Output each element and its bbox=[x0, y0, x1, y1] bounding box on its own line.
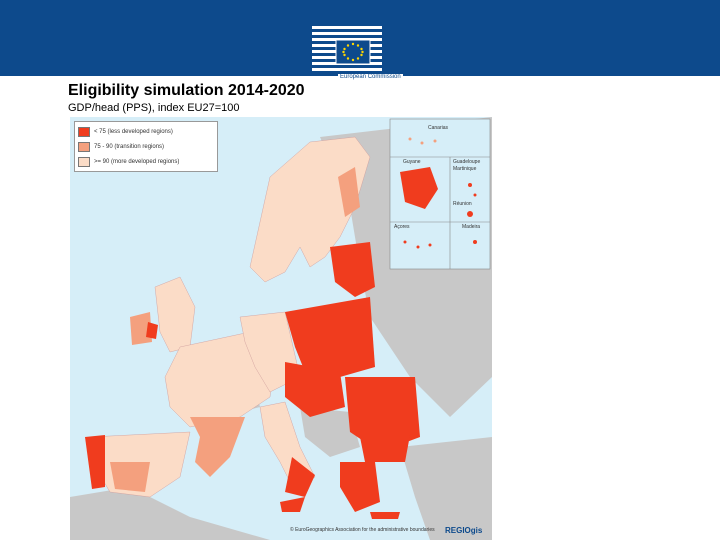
greece bbox=[340, 462, 380, 512]
inset-panels: Canarias Guyane Guadeloupe Martinique Ré… bbox=[389, 118, 491, 270]
inset-label-guadeloupe: Guadeloupe bbox=[453, 159, 480, 165]
eu-flag-logo bbox=[312, 26, 382, 71]
legend-item-transition: 75 - 90 (transition regions) bbox=[78, 139, 214, 154]
inset-label-canarias: Canarias bbox=[428, 125, 449, 131]
inset-label-reunion: Réunion bbox=[453, 201, 472, 207]
czech-slovakia-hungary bbox=[285, 362, 345, 417]
scandinavia bbox=[249, 136, 371, 283]
portugal bbox=[85, 435, 105, 489]
spain-south bbox=[110, 462, 150, 492]
madeira-region bbox=[473, 240, 477, 244]
balkans bbox=[300, 407, 360, 457]
logo-text: European Commission bbox=[338, 74, 403, 81]
wales bbox=[146, 322, 158, 339]
inset-label-martinique: Martinique bbox=[453, 166, 477, 172]
copyright-credit: © EuroGeographics Association for the ad… bbox=[290, 527, 435, 533]
map-legend: < 75 (less developed regions) 75 - 90 (t… bbox=[74, 121, 218, 172]
crete bbox=[370, 512, 400, 519]
legend-swatch bbox=[78, 156, 90, 167]
legend-item-less-developed: < 75 (less developed regions) bbox=[78, 124, 214, 139]
france-south bbox=[190, 417, 245, 477]
baltics bbox=[330, 242, 375, 297]
map-subtitle: GDP/head (PPS), index EU27=100 bbox=[68, 102, 240, 114]
regiogis-logo: REGIOgis bbox=[445, 526, 483, 535]
italy-south bbox=[285, 457, 315, 497]
legend-item-more-developed: >= 90 (more developed regions) bbox=[78, 154, 214, 169]
romania bbox=[345, 377, 420, 452]
legend-label: < 75 (less developed regions) bbox=[94, 128, 173, 135]
legend-label: >= 90 (more developed regions) bbox=[94, 158, 180, 165]
map-container: Canarias Guyane Guadeloupe Martinique Ré… bbox=[70, 117, 492, 540]
non-eu-africa bbox=[70, 487, 270, 540]
legend-swatch bbox=[78, 126, 90, 137]
europe-map: Canarias Guyane Guadeloupe Martinique Ré… bbox=[70, 117, 492, 540]
reunion-region bbox=[467, 211, 473, 217]
bulgaria bbox=[360, 435, 410, 462]
martinique-region bbox=[473, 193, 477, 197]
sicily bbox=[280, 497, 305, 512]
non-eu-turkey bbox=[400, 437, 492, 540]
guyane-region bbox=[400, 167, 438, 209]
inset-label-guyane: Guyane bbox=[403, 159, 421, 165]
legend-swatch bbox=[78, 141, 90, 152]
finland-east bbox=[338, 167, 360, 217]
guadeloupe-region bbox=[468, 183, 472, 187]
poland bbox=[285, 297, 375, 377]
inset-label-acores: Açores bbox=[394, 224, 410, 230]
map-title: Eligibility simulation 2014-2020 bbox=[68, 82, 305, 99]
inset-label-madeira: Madeira bbox=[462, 224, 480, 230]
legend-label: 75 - 90 (transition regions) bbox=[94, 143, 165, 150]
